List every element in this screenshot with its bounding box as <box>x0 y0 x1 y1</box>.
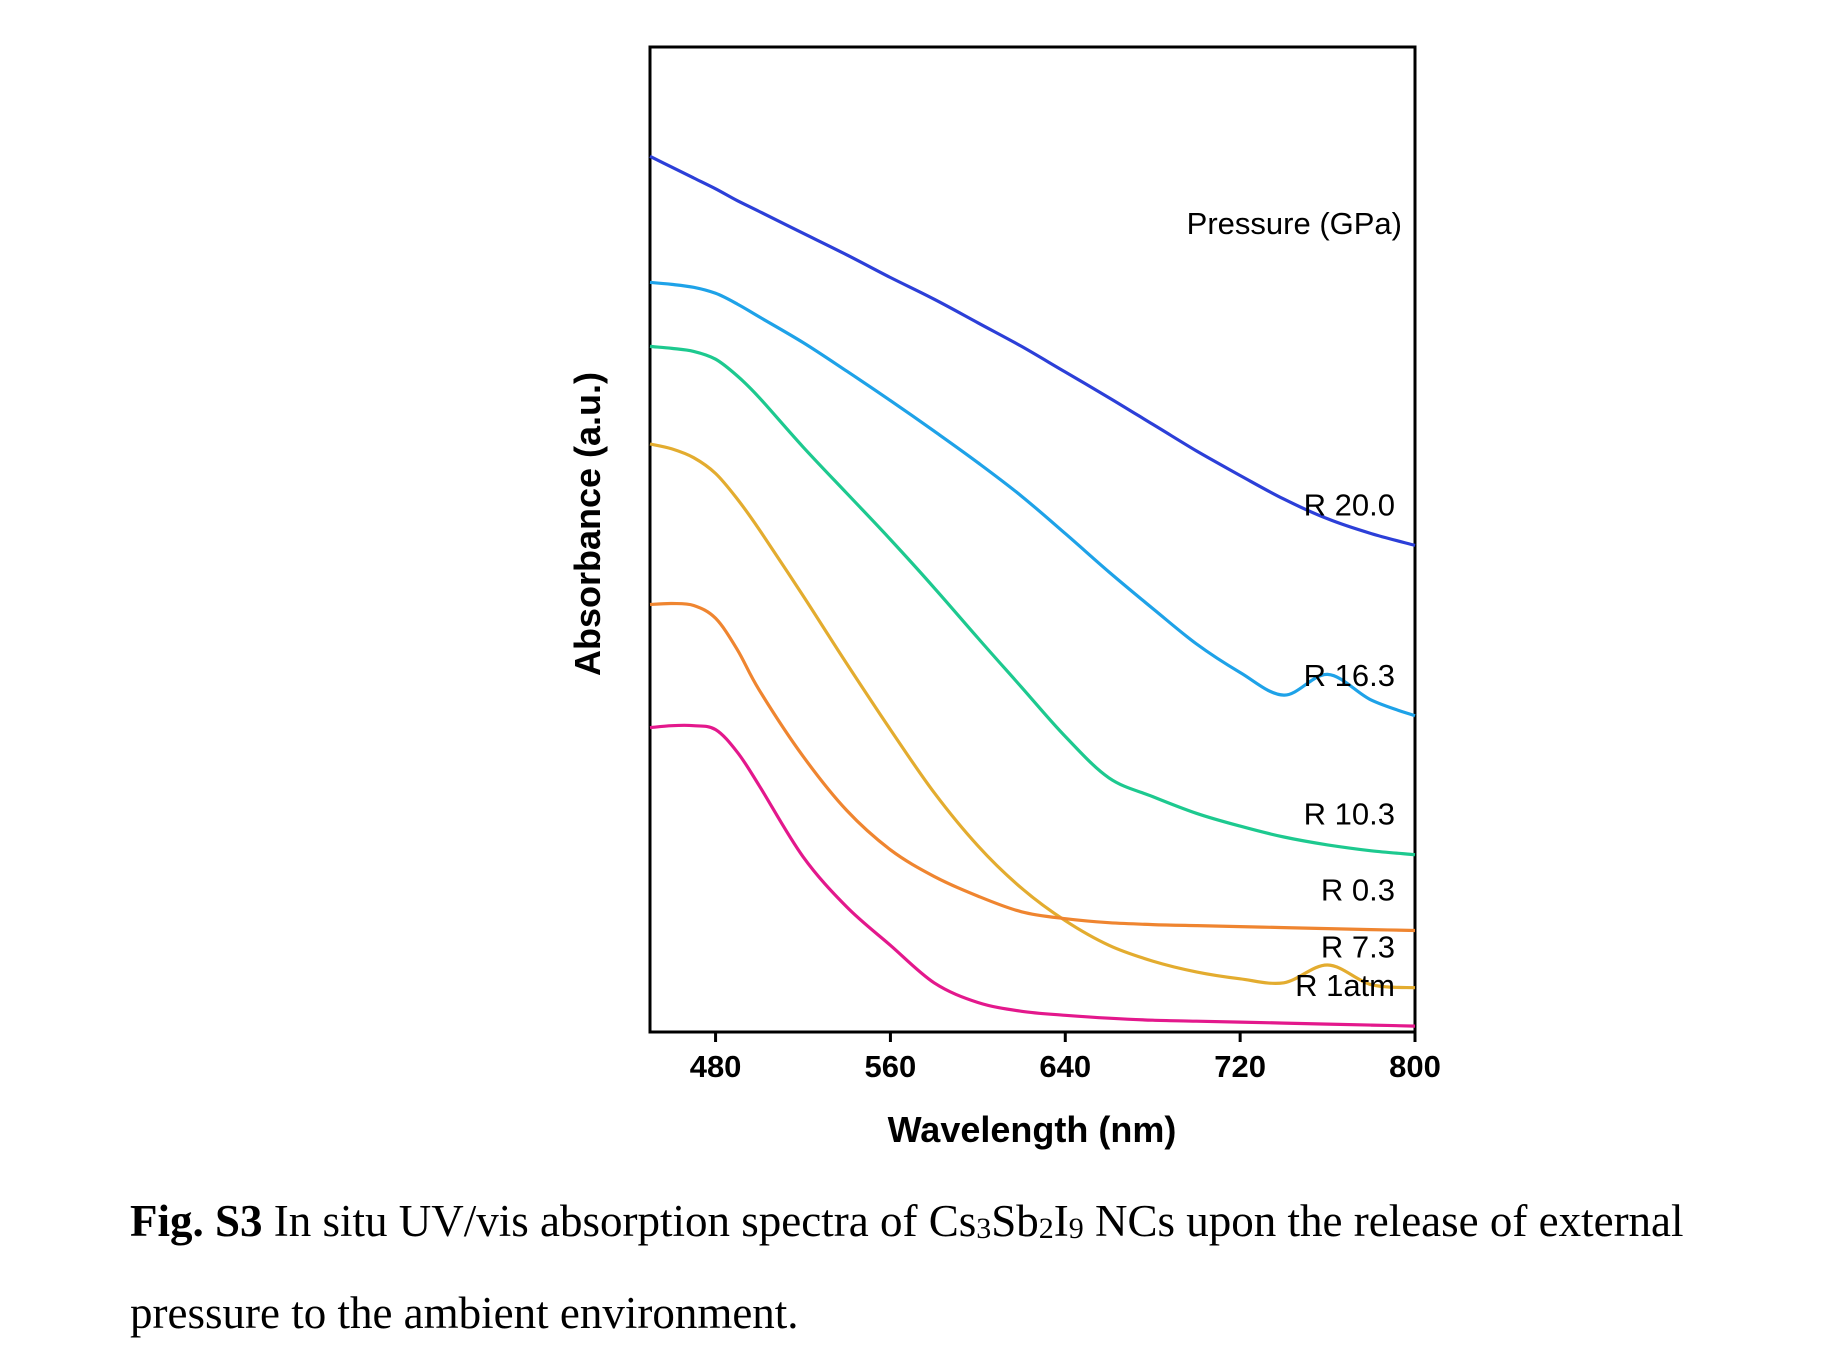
x-tick-label-2: 640 <box>1039 1049 1091 1084</box>
caption-text-1: In situ UV/vis absorption spectra of <box>262 1196 929 1246</box>
absorption-spectra-chart: 480 560 640 720 800 R 20.0R 16.3R 10.3R 7.3R… <box>567 45 1441 1150</box>
figure-caption: Fig. S3 In situ UV/vis absorption spectr… <box>130 1175 1810 1359</box>
series-label-2: R 10.3 <box>1304 797 1395 832</box>
x-tick-label-4: 800 <box>1389 1049 1441 1084</box>
series-label-0: R 20.0 <box>1304 487 1395 522</box>
series-line-2 <box>649 344 1416 857</box>
caption-text-2: NCs upon the release of external pressur… <box>130 1196 1684 1338</box>
caption-formula: Cs3Sb2I9 <box>929 1196 1084 1246</box>
series-line-5 <box>649 723 1416 1028</box>
formula-cs: Cs <box>928 1196 977 1246</box>
x-axis-ticks: 480 560 640 720 800 <box>690 1032 1441 1084</box>
spectra-curves <box>649 154 1416 1028</box>
x-tick-label-1: 560 <box>865 1049 917 1084</box>
formula-cs-sub: 3 <box>976 1212 992 1245</box>
series-line-3 <box>649 442 1416 990</box>
series-label-1: R 16.3 <box>1304 658 1395 693</box>
plot-frame <box>648 45 1417 1034</box>
series-line-1 <box>649 280 1416 718</box>
formula-sb-sub: 2 <box>1038 1212 1054 1245</box>
curve-labels: R 20.0 R 16.3 R 10.3 R 7.3 R 0.3 R 1atm <box>1295 487 1395 1003</box>
x-tick-label-3: 720 <box>1214 1049 1266 1084</box>
formula-sb: Sb <box>991 1196 1039 1246</box>
x-axis-label: Wavelength (nm) <box>888 1109 1177 1150</box>
series-label-5: R 1atm <box>1295 968 1395 1003</box>
legend-title: Pressure (GPa) <box>1187 206 1402 241</box>
series-label-4: R 0.3 <box>1321 873 1395 908</box>
y-axis-label: Absorbance (a.u.) <box>567 372 608 676</box>
caption-label: Fig. S3 <box>130 1196 263 1246</box>
x-tick-label-0: 480 <box>690 1049 742 1084</box>
series-label-3: R 7.3 <box>1321 930 1395 965</box>
series-line-4 <box>649 601 1416 933</box>
series-line-0 <box>649 154 1416 547</box>
formula-i: I <box>1053 1196 1069 1246</box>
formula-i-sub: 9 <box>1068 1212 1084 1245</box>
